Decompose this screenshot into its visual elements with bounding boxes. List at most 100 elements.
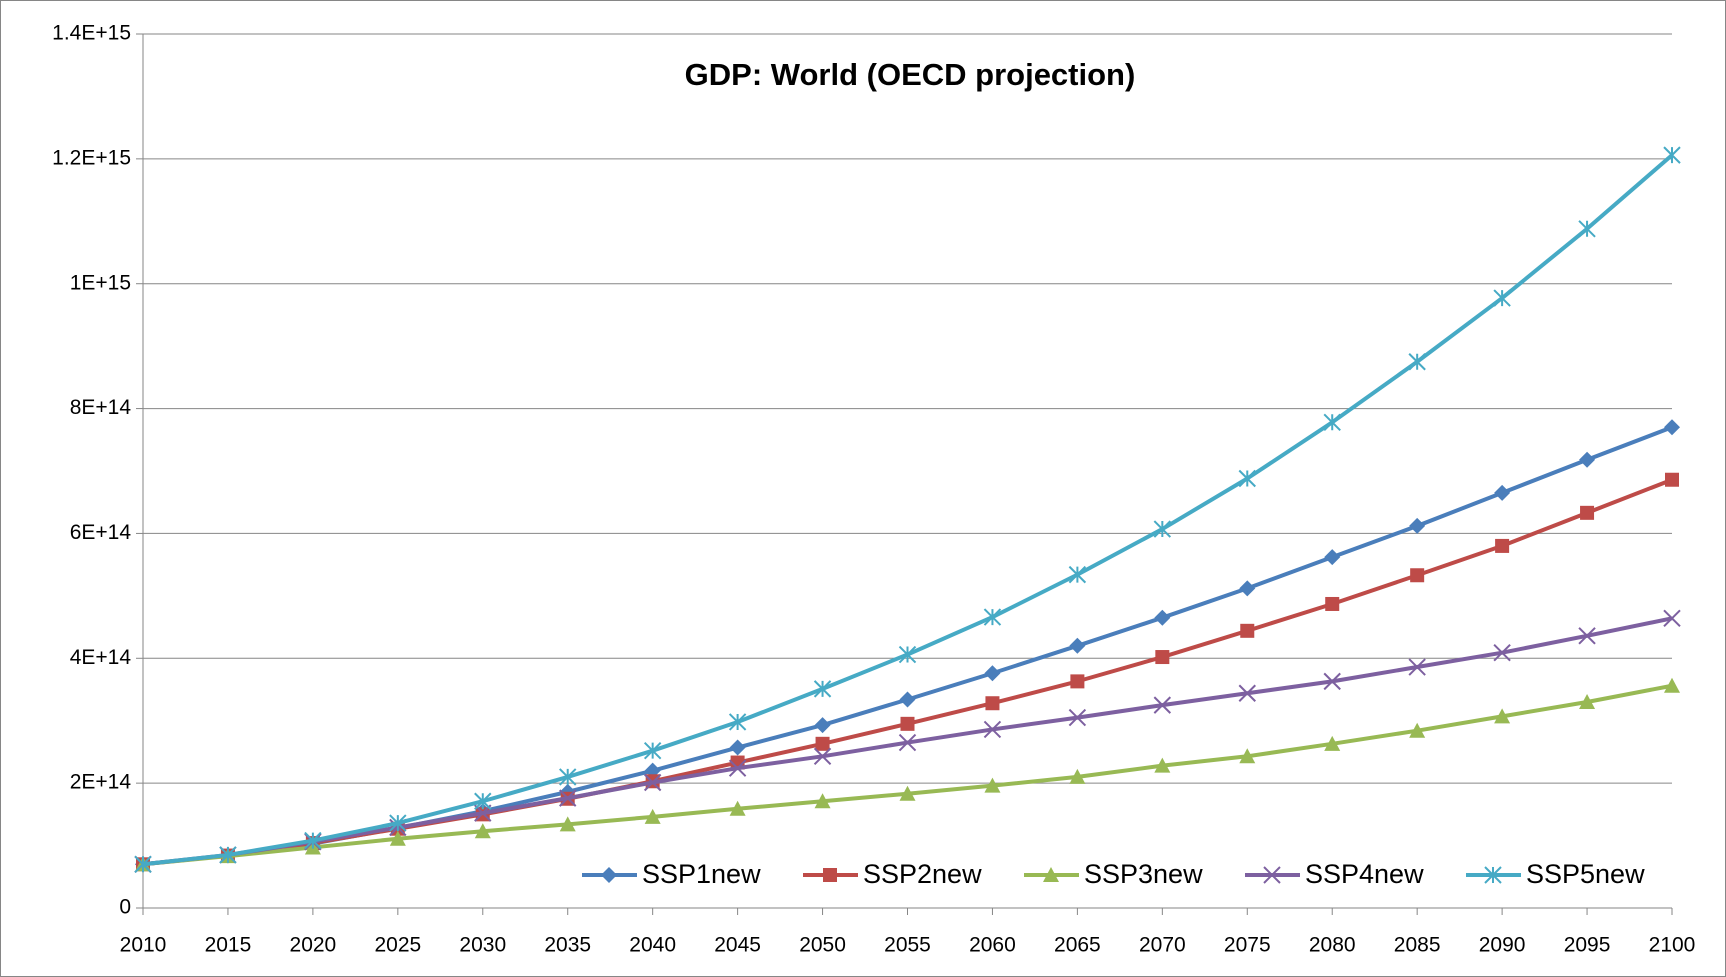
data-point [559, 816, 576, 832]
y-tick-label: 8E+14 [70, 396, 132, 419]
legend-marker [823, 868, 837, 882]
x-tick-label: 2085 [1394, 934, 1441, 957]
data-point [899, 785, 916, 801]
x-tick-label: 2060 [969, 934, 1016, 957]
x-tick-label: 2025 [374, 934, 421, 957]
data-point [1239, 748, 1256, 764]
data-point [983, 608, 1002, 626]
data-point [1665, 472, 1679, 487]
legend-label: SSP2new [863, 859, 982, 889]
y-tick-label: 1E+15 [70, 271, 131, 294]
legend-marker [1043, 867, 1059, 882]
data-point [1580, 505, 1595, 520]
data-point [1494, 484, 1511, 501]
data-point [1408, 658, 1426, 676]
x-tick-label: 2100 [1649, 934, 1696, 957]
data-point [474, 823, 491, 839]
x-tick-label: 2075 [1224, 934, 1271, 957]
data-point [1579, 693, 1596, 709]
data-point [644, 808, 661, 824]
x-tick-label: 2055 [884, 934, 931, 957]
data-point [474, 792, 492, 810]
data-point [1664, 677, 1680, 693]
data-point [899, 691, 916, 708]
legend-marker [601, 867, 617, 883]
data-point [1579, 451, 1596, 468]
data-point [984, 665, 1001, 682]
data-point [1409, 517, 1426, 534]
data-point [1663, 146, 1681, 164]
data-point [1324, 549, 1341, 566]
data-point [643, 741, 662, 760]
data-point [813, 747, 832, 766]
data-point [1664, 419, 1680, 436]
data-point [815, 736, 830, 751]
data-point [1154, 757, 1171, 773]
data-point [813, 680, 832, 698]
data-point [983, 720, 1002, 739]
data-point [985, 696, 1000, 711]
y-tick-label: 6E+14 [70, 521, 132, 544]
x-tick-label: 2095 [1564, 934, 1611, 957]
x-tick-label: 2015 [205, 934, 252, 957]
legend-marker [1263, 866, 1281, 884]
y-tick-label: 0 [119, 896, 131, 919]
data-point [1578, 627, 1596, 645]
data-point [559, 789, 577, 807]
data-point [1069, 768, 1086, 784]
data-point [898, 645, 917, 664]
y-tick-label: 1.2E+15 [52, 146, 131, 169]
data-point [219, 846, 237, 864]
data-point [1409, 722, 1426, 738]
data-point [1493, 643, 1511, 662]
data-point [1493, 289, 1511, 307]
x-tick-label: 2020 [290, 934, 337, 957]
data-point [389, 830, 406, 846]
data-point [1323, 413, 1341, 432]
data-point [643, 773, 662, 792]
data-point [1323, 672, 1341, 691]
x-tick-label: 2030 [459, 934, 506, 957]
data-point [814, 717, 831, 734]
data-point [1155, 650, 1170, 665]
x-tick-label: 2070 [1139, 934, 1186, 957]
data-point [898, 733, 917, 752]
data-point [1324, 735, 1341, 751]
data-point [1578, 220, 1596, 238]
data-point [1408, 353, 1426, 371]
legend-label: SSP5new [1526, 859, 1645, 889]
legend-label: SSP3new [1084, 859, 1203, 889]
x-tick-label: 2040 [629, 934, 676, 957]
data-point [1238, 684, 1256, 702]
x-tick-label: 2065 [1054, 934, 1101, 957]
data-point [559, 768, 577, 786]
x-tick-label: 2035 [544, 934, 591, 957]
data-point [728, 713, 747, 731]
y-tick-label: 2E+14 [70, 771, 132, 794]
data-point [1410, 568, 1425, 583]
data-point [1068, 708, 1087, 727]
y-tick-label: 4E+14 [70, 646, 132, 669]
data-point [1238, 469, 1256, 488]
data-point [1154, 609, 1171, 626]
data-point [134, 855, 152, 874]
data-point [1494, 708, 1511, 724]
data-point [900, 716, 915, 731]
data-point [1153, 520, 1172, 538]
x-tick-label: 2045 [714, 934, 761, 957]
legend-marker [1484, 866, 1502, 884]
legend-label: SSP4new [1305, 859, 1424, 889]
data-point [1325, 596, 1340, 611]
data-point [1495, 538, 1510, 553]
data-point [729, 800, 746, 816]
x-tick-label: 2050 [799, 934, 846, 957]
data-point [814, 793, 831, 809]
chart-title: GDP: World (OECD projection) [685, 57, 1136, 92]
data-point [1070, 674, 1085, 689]
y-tick-label: 1.4E+15 [52, 22, 131, 45]
data-point [1069, 637, 1086, 654]
data-point [1239, 580, 1256, 597]
data-point [1153, 696, 1172, 714]
